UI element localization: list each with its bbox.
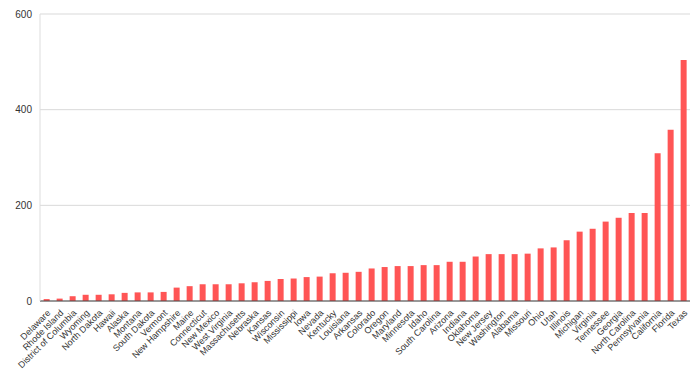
svg-text:Missouri: Missouri xyxy=(502,307,534,339)
svg-text:Idaho: Idaho xyxy=(406,307,430,331)
svg-text:Vermont: Vermont xyxy=(138,307,170,339)
svg-text:Virginia: Virginia xyxy=(570,307,599,336)
svg-text:Rhode Island: Rhode Island xyxy=(20,307,66,353)
svg-text:New Mexico: New Mexico xyxy=(179,307,222,350)
svg-text:Kansas: Kansas xyxy=(245,307,274,337)
svg-text:California: California xyxy=(629,307,664,342)
svg-text:Nevada: Nevada xyxy=(296,307,326,337)
svg-text:Florida: Florida xyxy=(649,307,677,335)
svg-text:Wyoming: Wyoming xyxy=(57,307,92,342)
svg-text:Delaware: Delaware xyxy=(18,307,53,342)
svg-text:600: 600 xyxy=(15,9,32,20)
svg-text:Maine: Maine xyxy=(171,307,196,333)
svg-text:Hawaii: Hawaii xyxy=(91,307,118,334)
svg-text:Mississippi: Mississippi xyxy=(262,308,300,346)
svg-text:Illinois: Illinois xyxy=(547,307,573,333)
svg-text:Pennsylvania: Pennsylvania xyxy=(605,307,651,353)
svg-text:Alaska: Alaska xyxy=(104,307,131,334)
svg-text:Utah: Utah xyxy=(538,307,560,329)
svg-text:0: 0 xyxy=(26,296,32,307)
svg-text:Texas: Texas xyxy=(666,308,690,332)
svg-text:Connecticut: Connecticut xyxy=(167,307,209,349)
svg-text:West Virginia: West Virginia xyxy=(190,307,235,353)
svg-text:District of Columbia: District of Columbia xyxy=(16,307,79,371)
svg-text:Arkansas: Arkansas xyxy=(330,307,365,342)
svg-text:Ohio: Ohio xyxy=(525,307,547,329)
svg-text:400: 400 xyxy=(15,104,32,115)
svg-text:South Carolina: South Carolina xyxy=(393,307,443,357)
svg-text:North Carolina: North Carolina xyxy=(589,307,638,356)
svg-text:200: 200 xyxy=(15,200,32,211)
svg-text:Minnesota: Minnesota xyxy=(380,307,417,345)
svg-text:Maryland: Maryland xyxy=(370,307,404,342)
svg-text:Wisconsin: Wisconsin xyxy=(250,307,287,344)
svg-text:Kentucky: Kentucky xyxy=(305,307,339,342)
svg-text:Louisiana: Louisiana xyxy=(317,307,352,343)
svg-text:Indiana: Indiana xyxy=(440,307,469,336)
svg-text:Massachusetts: Massachusetts xyxy=(197,307,248,358)
svg-text:Oregon: Oregon xyxy=(362,307,391,337)
svg-text:Michigan: Michigan xyxy=(552,307,586,341)
svg-text:Washington: Washington xyxy=(467,307,508,349)
svg-text:Colorado: Colorado xyxy=(344,307,378,341)
svg-text:Nebraska: Nebraska xyxy=(226,307,261,343)
svg-text:Alabama: Alabama xyxy=(488,307,521,341)
svg-text:Tennessee: Tennessee xyxy=(573,307,612,346)
svg-text:Montana: Montana xyxy=(111,307,144,340)
svg-text:Arizona: Arizona xyxy=(426,307,456,337)
svg-text:North Dakota: North Dakota xyxy=(59,307,105,353)
svg-text:South Dakota: South Dakota xyxy=(110,307,157,354)
svg-text:Iowa: Iowa xyxy=(291,307,313,329)
svg-text:New Hampshire: New Hampshire xyxy=(130,307,183,361)
svg-text:New Jersey: New Jersey xyxy=(454,307,495,349)
svg-text:Oklahoma: Oklahoma xyxy=(445,307,482,344)
svg-text:Georgia: Georgia xyxy=(594,307,625,338)
